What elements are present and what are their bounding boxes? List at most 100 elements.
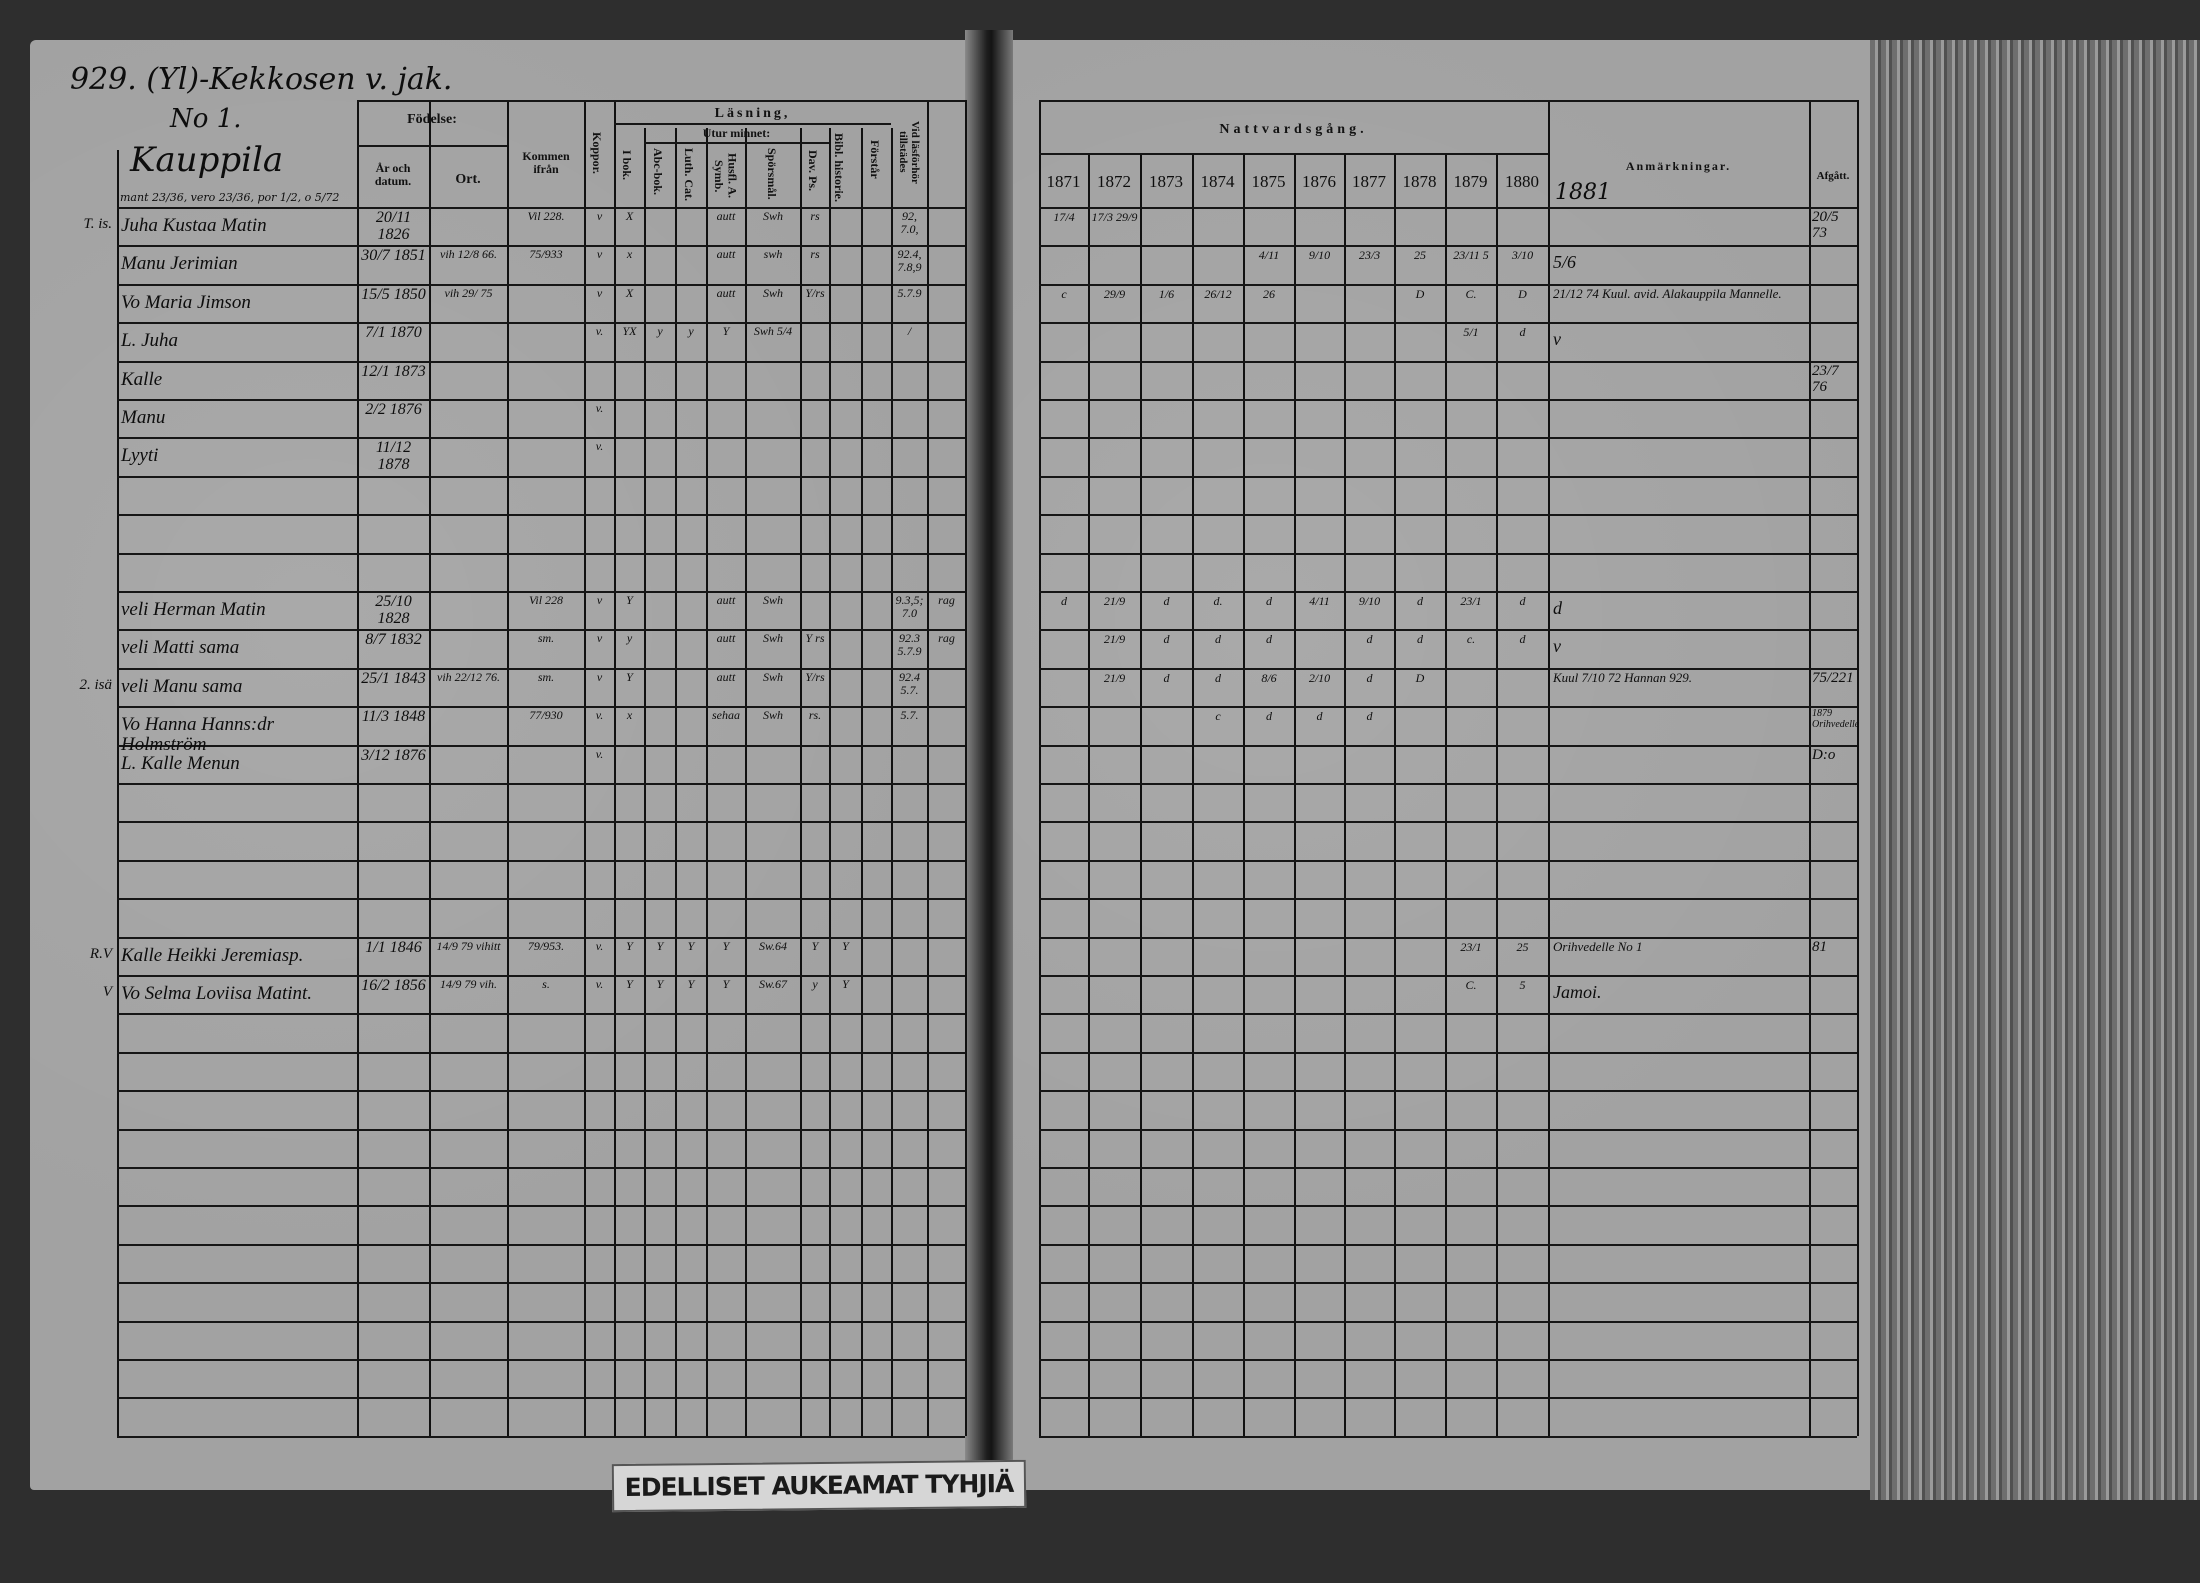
cell-vid: 5.7. xyxy=(900,708,919,722)
column-rule xyxy=(1039,100,1041,1436)
row-rule xyxy=(117,514,965,516)
row-rule xyxy=(117,1205,965,1207)
departed: 75/221 xyxy=(1812,670,1854,686)
cell-kommen: 79/953. xyxy=(527,939,565,953)
year-header-1873: 1873 xyxy=(1149,172,1183,191)
row-rule xyxy=(1039,629,1857,631)
row-rule xyxy=(1039,860,1857,862)
header-utur-minnet: Utur minnet: xyxy=(702,126,771,140)
column-rule xyxy=(1344,153,1346,1436)
row-rule xyxy=(117,322,965,324)
cell-vid: 92.4 5.7. xyxy=(899,670,920,697)
row-rule xyxy=(117,860,965,862)
communion-1872: 17/3 29/9 xyxy=(1091,210,1138,224)
column-rule xyxy=(1243,153,1245,1436)
communion-1873: d xyxy=(1163,632,1170,646)
row-rule xyxy=(1039,821,1857,823)
column-rule xyxy=(429,100,431,1436)
communion-1879: 5/1 xyxy=(1463,325,1479,339)
communion-1873: d xyxy=(1163,594,1170,608)
communion-1874: d xyxy=(1215,632,1221,646)
cell-sporsmal: Swh xyxy=(762,708,783,722)
year-header-1872: 1872 xyxy=(1097,172,1131,191)
row-rule xyxy=(1039,399,1857,401)
cell-sporsmal: Sw.67 xyxy=(758,977,788,991)
cell-dav: rs. xyxy=(808,708,822,722)
cell-husfl: Y xyxy=(722,977,730,991)
cell-dav: Y/rs xyxy=(805,286,825,300)
row-rule xyxy=(1039,1205,1857,1207)
year-header-1878: 1878 xyxy=(1402,172,1437,191)
person-name: veli Herman Matin xyxy=(121,599,266,620)
row-rule xyxy=(1039,1397,1857,1399)
cell-koppor: v xyxy=(596,670,603,684)
row-rule xyxy=(1039,437,1857,439)
cell-sporsmal: Swh xyxy=(762,593,783,607)
header-rule xyxy=(644,142,829,144)
communion-1875: 8/6 xyxy=(1261,671,1277,685)
year-header-1877: 1877 xyxy=(1352,172,1386,191)
column-rule xyxy=(745,128,747,1436)
row-rule xyxy=(117,1321,965,1323)
row-rule xyxy=(117,476,965,478)
cell-husfl: autt xyxy=(716,631,736,645)
header-koppor: Koppor. xyxy=(590,132,605,174)
communion-1879: 23/11 5 xyxy=(1453,248,1489,262)
book-page-edges xyxy=(1870,40,2200,1500)
year-header-1879: 1879 xyxy=(1453,172,1488,191)
cell-dav: Y xyxy=(811,939,819,953)
cell-vid: 5.7.9 xyxy=(897,286,922,300)
cell-sporsmal: Swh 5/4 xyxy=(753,324,793,338)
row-rule xyxy=(1039,745,1857,747)
column-rule xyxy=(614,100,616,1436)
row-rule xyxy=(117,975,965,977)
row-rule xyxy=(117,1359,965,1361)
cell-ibok: X xyxy=(625,286,634,300)
year-1881-note: 1881 xyxy=(1555,180,1611,205)
row-rule xyxy=(1039,514,1857,516)
cell-year: 16/2 1856 xyxy=(361,977,426,994)
cell-abc: Y xyxy=(656,939,664,953)
margin-mark: V xyxy=(102,984,112,1000)
left-page xyxy=(30,40,970,1490)
row-rule xyxy=(1039,1090,1857,1092)
row-rule xyxy=(1039,937,1857,939)
person-name: Manu xyxy=(121,407,166,428)
cell-kommen: 75/933 xyxy=(529,247,563,261)
cell-vid: 92, 7.0, xyxy=(900,209,919,236)
cell-ibok: Y xyxy=(626,939,633,953)
communion-1879: 23/1 xyxy=(1460,940,1482,954)
row-rule xyxy=(117,1129,965,1131)
row-rule xyxy=(1039,476,1857,478)
cell-vid: / xyxy=(907,324,912,338)
row-rule xyxy=(117,1282,965,1284)
person-name: Juha Kustaa Matin xyxy=(121,215,267,236)
margin-mark: T. is. xyxy=(83,216,112,232)
row-rule xyxy=(117,284,965,286)
communion-1871: c xyxy=(1061,287,1067,301)
person-name: Kalle Heikki Jeremiasp. xyxy=(121,945,304,966)
cell-kommen: 77/930 xyxy=(529,708,563,722)
row-rule xyxy=(1039,783,1857,785)
header-sporsmal: Spörsmål. xyxy=(765,148,780,200)
communion-1880: 25 xyxy=(1516,940,1529,954)
column-rule xyxy=(1496,153,1498,1436)
cell-ort: 14/9 79 vihitt xyxy=(436,939,501,953)
row-rule xyxy=(1039,207,1857,209)
row-rule xyxy=(117,399,965,401)
cell-kommen: sm. xyxy=(537,670,555,684)
header-fodelse: Födelse: xyxy=(407,112,457,127)
communion-1874: c xyxy=(1215,709,1221,723)
cell-ibok: YX xyxy=(622,324,637,338)
row-rule xyxy=(117,591,965,593)
book-gutter xyxy=(965,30,1013,1500)
header-anmarkningar: Anmärkningar. xyxy=(1625,159,1732,173)
year-header-1874: 1874 xyxy=(1200,172,1235,191)
cell-sporsmal: Sw.64 xyxy=(758,939,788,953)
communion-1876: 4/11 xyxy=(1309,594,1330,608)
header-i-bok: I bok. xyxy=(620,150,635,181)
cell-koppor: v xyxy=(596,593,603,607)
communion-1878: 25 xyxy=(1414,248,1426,262)
cell-ibok: X xyxy=(625,209,634,223)
cell-kommen: Vil 228 xyxy=(528,593,564,607)
